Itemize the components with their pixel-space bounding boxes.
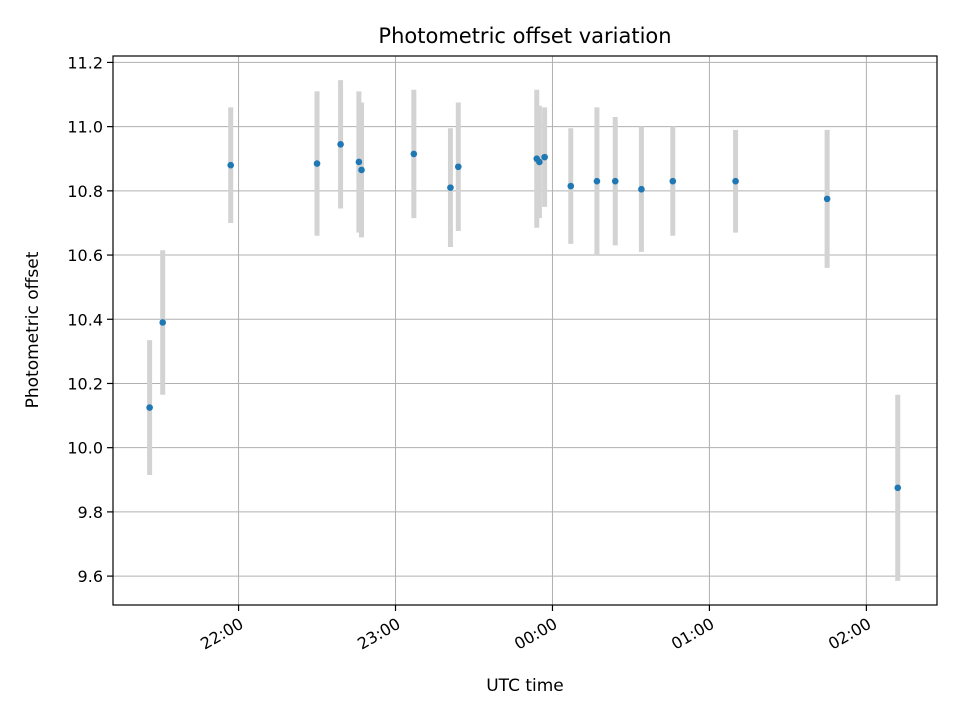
data-point: [313, 160, 321, 167]
data-point: [146, 404, 153, 411]
x-tick-label: 02:00: [825, 614, 874, 654]
data-point: [638, 185, 645, 193]
x-axis-title: UTC time: [486, 676, 564, 696]
data-point: [227, 161, 235, 169]
error-bars: [147, 80, 901, 581]
data-point: [358, 166, 365, 174]
data-point: [669, 177, 677, 185]
x-tick-label: 01:00: [668, 614, 717, 654]
y-tick-label: 9.8: [78, 503, 103, 522]
grid: [113, 56, 937, 605]
chart-title: Photometric offset variation: [378, 24, 671, 48]
data-point: [355, 158, 363, 166]
plot-frame: [112, 55, 938, 606]
x-tick-label: 22:00: [197, 614, 246, 654]
y-tick-label: 10.0: [67, 439, 103, 458]
data-point: [337, 140, 344, 148]
y-axis-title: Photometric offset: [23, 251, 43, 408]
data-point: [611, 177, 619, 185]
data-points: [146, 140, 902, 492]
y-tick-label: 10.8: [67, 182, 103, 201]
data-point: [410, 150, 418, 158]
data-point: [447, 184, 454, 191]
x-tick-label: 23:00: [354, 614, 403, 654]
data-point: [541, 153, 548, 161]
y-axis: 9.6 9.8 10.0 10.2 10.4 10.6 10.8 11.0 11.2: [67, 53, 113, 586]
x-axis: 22:00 23:00 00:00 01:00 02:00: [197, 605, 874, 654]
data-point: [454, 163, 462, 171]
data-point: [567, 182, 575, 190]
data-point: [823, 195, 831, 203]
y-tick-label: 9.6: [78, 567, 103, 586]
data-point: [536, 158, 543, 166]
x-tick-label: 00:00: [511, 614, 560, 654]
y-tick-label: 10.4: [67, 310, 103, 329]
y-tick-label: 10.6: [67, 246, 103, 265]
data-point: [159, 319, 167, 326]
y-tick-label: 11.2: [67, 53, 103, 72]
data-point: [593, 177, 601, 185]
y-tick-label: 11.0: [67, 118, 103, 137]
data-point: [732, 177, 739, 185]
y-tick-label: 10.2: [67, 374, 103, 393]
data-point: [894, 484, 902, 492]
